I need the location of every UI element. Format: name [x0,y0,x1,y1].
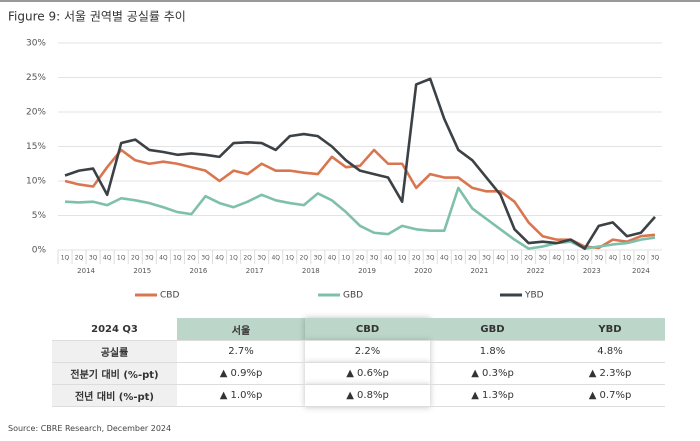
table-cell: ▲ 0.9%p [177,362,305,385]
year-label: 2017 [246,267,264,275]
header-cell: 2024 Q3 [52,318,177,341]
x-tick-label: 3Q [257,255,266,262]
x-tick-label: 4Q [440,255,449,262]
year-label: 2022 [527,267,545,275]
x-tick-label: 3Q [651,255,660,262]
series-line [64,77,656,250]
x-tick-label: 4Q [215,255,224,262]
table-cell: ▲ 0.7%p [555,384,665,407]
table-row: 전분기 대비 (%-pt) ▲ 0.9%p ▲ 0.6%p ▲ 0.3%p ▲ 2.3%… [52,362,665,385]
table-cell: ▲ 1.0%p [177,384,305,407]
table-cell: ▲ 1.3%p [430,384,555,407]
legend-label: CBD [160,291,179,301]
x-tick-label: 1Q [566,255,575,262]
x-tick-label: 1Q [398,255,407,262]
table-row: 전년 대비 (%-pt) ▲ 1.0%p ▲ 0.8%p ▲ 1.3%p ▲ 0.7%p [52,384,665,407]
year-label: 2014 [77,267,95,275]
summary-table: 2024 Q3 서울 CBD GBD YBD 공실률 2.7% 2.2% 1.8% 4.8% 전분기… [52,318,665,407]
y-tick-label: 15% [26,142,46,152]
table-cell: 4.8% [555,340,665,363]
x-tick-label: 2Q [75,255,84,262]
x-tick-label: 3Q [426,255,435,262]
y-tick-label: 10% [26,177,46,187]
x-tick-label: 3Q [482,255,491,262]
table-cell: 2.2% [305,340,430,363]
table-cell: 전분기 대비 (%-pt) [52,362,177,385]
year-label: 2023 [583,267,601,275]
x-tick-label: 4Q [103,255,112,262]
x-tick-label: 1Q [623,255,632,262]
x-tick-label: 1Q [454,255,463,262]
header-cell: CBD [305,318,430,341]
series-line [64,148,656,250]
year-label: 2015 [133,267,151,275]
x-tick-label: 1Q [173,255,182,262]
chart: Figure 9: 서울 권역별 공실률 추이 0% 5% 10% 15% 20% 25%… [0,0,700,301]
legend-label: YBD [524,291,544,301]
x-tick-label: 3Q [89,255,98,262]
table-cell: ▲ 0.8%p [305,384,430,407]
header-cell: GBD [430,318,555,341]
x-tick-label: 3Q [201,255,210,262]
source: Source: CBRE Research, December 2024 [8,424,172,433]
header-cell: YBD [555,318,665,341]
x-tick-label: 2Q [243,255,252,262]
x-tick-label: 1Q [510,255,519,262]
table-header-row: 2024 Q3 서울 CBD GBD YBD [52,318,665,341]
y-tick-label: 20% [26,108,46,118]
x-tick-label: 2Q [524,255,533,262]
header-cell: 서울 [177,318,305,341]
year-label: 2018 [302,267,320,275]
table-cell: 공실률 [52,340,177,363]
x-tick-label: 4Q [159,255,168,262]
x-tick-label: 4Q [496,255,505,262]
x-tick-label: 1Q [285,255,294,262]
y-tick-label: 5% [32,211,47,221]
table-cell: ▲ 0.6%p [305,362,430,385]
x-tick-label: 2Q [187,255,196,262]
x-tick-label: 4Q [384,255,393,262]
legend-label: GBD [343,291,363,301]
x-tick-label: 3Q [595,255,604,262]
chart-title: Figure 9: 서울 권역별 공실률 추이 [8,10,186,24]
x-tick-label: 1Q [61,255,70,262]
table-cell: ▲ 0.3%p [430,362,555,385]
table-cell: 전년 대비 (%-pt) [52,384,177,407]
x-tick-label: 3Q [314,255,323,262]
x-tick-label: 1Q [117,255,126,262]
x-tick-label: 4Q [328,255,337,262]
x-tick-label: 3Q [538,255,547,262]
year-label: 2020 [414,267,432,275]
table-cell: 1.8% [430,340,555,363]
table-cell: ▲ 2.3%p [555,362,665,385]
x-tick-label: 2Q [412,255,421,262]
x-tick-label: 2Q [131,255,140,262]
x-tick-label: 3Q [370,255,379,262]
table-cell: 2.7% [177,340,305,363]
x-tick-label: 2Q [468,255,477,262]
x-tick-label: 2Q [580,255,589,262]
x-tick-label: 2Q [637,255,646,262]
x-tick-label: 3Q [145,255,154,262]
x-tick-label: 2Q [300,255,309,262]
x-tick-label: 1Q [229,255,238,262]
y-tick-label: 25% [26,73,46,83]
x-tick-label: 4Q [609,255,618,262]
y-tick-label: 0% [32,246,47,256]
year-label: 2019 [358,267,376,275]
year-label: 2016 [190,267,208,275]
table-row: 공실률 2.7% 2.2% 1.8% 4.8% [52,340,665,363]
y-tick-label: 30% [26,39,46,49]
x-tick-label: 1Q [342,255,351,262]
x-tick-label: 4Q [271,255,280,262]
x-tick-label: 2Q [356,255,365,262]
year-label: 2021 [470,267,488,275]
x-tick-label: 4Q [552,255,561,262]
year-label: 2024 [632,267,650,275]
